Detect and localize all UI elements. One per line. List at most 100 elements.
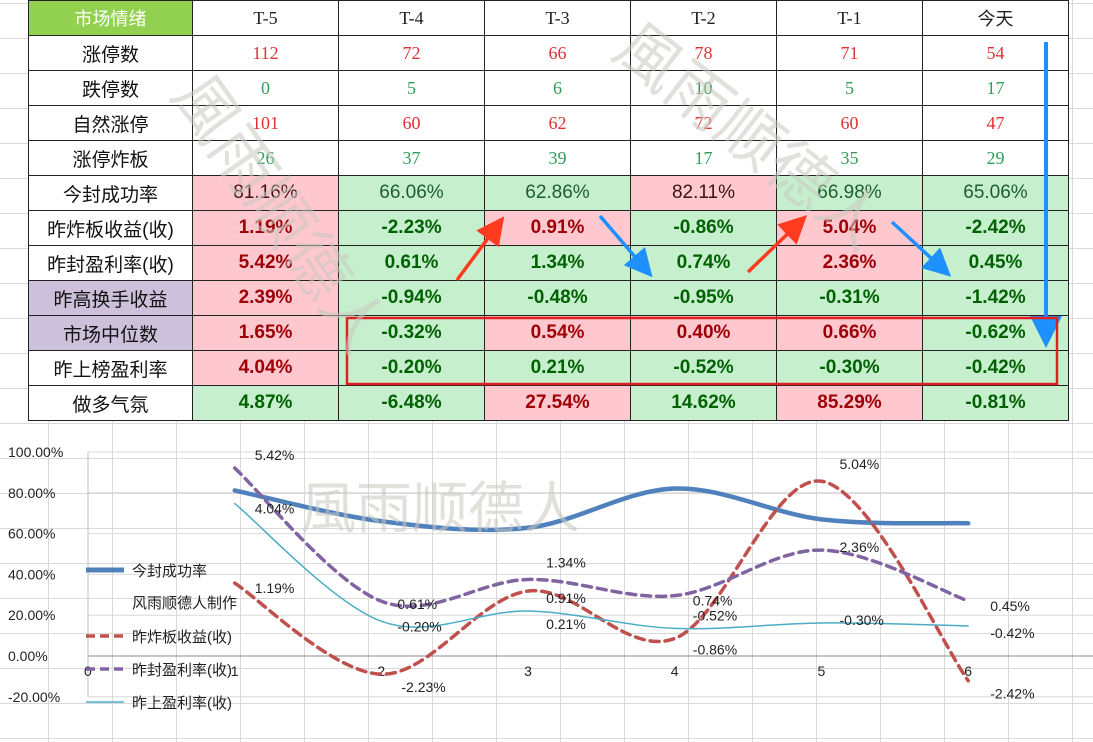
count-row: 涨停炸板 26 37 39 17 35 29 (28, 140, 1069, 176)
count-cell: 17 (922, 70, 1069, 106)
x-tick-label: 1 (231, 663, 239, 679)
pct-cell: 27.54% (484, 385, 631, 421)
chart-watermark: 風雨顺德人 (300, 477, 580, 542)
data-label-2: 0.45% (990, 598, 1030, 614)
row-label: 自然涨停 (28, 105, 193, 141)
series-line-2 (232, 466, 970, 608)
pct-cell: -0.20% (338, 350, 485, 386)
count-cell: 62 (484, 105, 631, 141)
pct-cell: 0.40% (630, 315, 777, 351)
pct-cell: 62.86% (484, 175, 631, 211)
pct-cell: 1.65% (192, 315, 339, 351)
pct-cell: 5.04% (776, 210, 923, 246)
y-tick-label: -20.00% (8, 689, 60, 705)
pct-row: 做多气氛 4.87% -6.48% 27.54% 14.62% 85.29% -0.81% (28, 385, 1069, 421)
y-tick-label: 60.00% (8, 526, 55, 542)
count-cell: 54 (922, 35, 1069, 71)
x-tick-label: 5 (818, 663, 826, 679)
row-label: 昨上榜盈利率 (28, 350, 193, 386)
pct-cell: -2.42% (922, 210, 1069, 246)
pct-cell: 0.21% (484, 350, 631, 386)
data-label-3: 0.21% (546, 616, 586, 632)
count-row: 跌停数 0 5 6 10 5 17 (28, 70, 1069, 106)
count-cell: 29 (922, 140, 1069, 176)
y-tick-label: 0.00% (8, 648, 48, 664)
pct-cell: -0.95% (630, 280, 777, 316)
data-label-2: 2.36% (840, 539, 880, 555)
legend-label-0: 今封成功率 (132, 563, 207, 580)
pct-cell: 0.45% (922, 245, 1069, 281)
row-label: 昨高换手收益 (28, 280, 193, 316)
x-tick-label: 3 (524, 663, 532, 679)
pct-cell: 81.16% (192, 175, 339, 211)
chart-data-labels: 1.19% -2.23% 0.91% -0.86% 5.04% -2.42% 5.42% 0.… (255, 447, 1035, 702)
data-label-1: -0.86% (693, 641, 737, 657)
pct-cell: 65.06% (922, 175, 1069, 211)
row-label: 市场中位数 (28, 315, 193, 351)
count-cell: 60 (776, 105, 923, 141)
pct-cell: 2.39% (192, 280, 339, 316)
day-header-1: T-4 (338, 0, 485, 36)
data-label-3: -0.30% (840, 612, 884, 628)
count-cell: 72 (338, 35, 485, 71)
y-axis-ticks: -20.00% 0.00% 20.00% 40.00% 60.00% 80.00% 100.… (8, 444, 63, 705)
series-line-0 (232, 486, 971, 533)
row-label: 涨停数 (28, 35, 193, 71)
count-cell: 71 (776, 35, 923, 71)
data-label-3: 4.04% (255, 501, 295, 517)
count-cell: 78 (630, 35, 777, 71)
pct-cell: 1.34% (484, 245, 631, 281)
x-tick-label: 2 (377, 663, 385, 679)
data-label-3: -0.52% (693, 607, 737, 623)
pct-cell: 66.98% (776, 175, 923, 211)
data-label-1: 5.04% (840, 456, 880, 472)
legend-note: 风雨顺德人制作 (132, 594, 237, 612)
count-cell: 10 (630, 70, 777, 106)
count-cell: 66 (484, 35, 631, 71)
data-label-1: 1.19% (255, 580, 295, 596)
series-line-1 (232, 479, 970, 683)
count-row: 涨停数 112 72 66 78 71 54 (28, 35, 1069, 71)
pct-cell: 4.87% (192, 385, 339, 421)
count-cell: 39 (484, 140, 631, 176)
data-label-1: 0.91% (546, 590, 586, 606)
pct-cell: 4.04% (192, 350, 339, 386)
legend-label-3: 昨上盈利率(收) (132, 695, 232, 712)
pct-cell: -0.30% (776, 350, 923, 386)
pct-cell: 0.54% (484, 315, 631, 351)
pct-cell: -0.42% (922, 350, 1069, 386)
x-tick-label: 6 (964, 663, 972, 679)
pct-cell: -0.32% (338, 315, 485, 351)
count-row: 自然涨停 101 60 62 72 60 47 (28, 105, 1069, 141)
row-label: 做多气氛 (28, 385, 193, 421)
pct-cell: 2.36% (776, 245, 923, 281)
sentiment-line-chart: -20.00%0.00%20.00%40.00%60.00%80.00%100.… (8, 444, 1093, 712)
row-label: 跌停数 (28, 70, 193, 106)
series-line-3 (233, 502, 969, 630)
day-header-3: T-2 (630, 0, 777, 36)
pct-cell: -0.52% (630, 350, 777, 386)
pct-row: 今封成功率 81.16% 66.06% 62.86% 82.11% 66.98% 65.06… (28, 175, 1069, 211)
pct-cell: 1.19% (192, 210, 339, 246)
pct-cell: -1.42% (922, 280, 1069, 316)
y-tick-label: 20.00% (8, 607, 55, 623)
y-tick-label: 40.00% (8, 566, 55, 582)
count-cell: 0 (192, 70, 339, 106)
pct-cell: 14.62% (630, 385, 777, 421)
count-cell: 26 (192, 140, 339, 176)
day-header-5: 今天 (922, 0, 1069, 36)
count-cell: 112 (192, 35, 339, 71)
pct-cell: -0.94% (338, 280, 485, 316)
chart-series (232, 466, 971, 683)
pct-row: 昨上榜盈利率 4.04% -0.20% 0.21% -0.52% -0.30% -0.42% (28, 350, 1069, 386)
count-cell: 5 (338, 70, 485, 106)
chart-legend: 今封成功率 风雨顺德人制作 昨炸板收益(收) 昨封盈利率(收) 昨上盈利率(收) (86, 563, 237, 712)
data-label-2: 0.61% (397, 596, 437, 612)
data-label-2: 5.42% (255, 447, 295, 463)
pct-cell: -0.31% (776, 280, 923, 316)
pct-row: 昨炸板收益(收) 1.19% -2.23% 0.91% -0.86% 5.04% -2.42… (28, 210, 1069, 246)
data-label-3: -0.42% (990, 625, 1034, 641)
row-label: 今封成功率 (28, 175, 193, 211)
legend-label-2: 昨封盈利率(收) (132, 662, 232, 679)
data-label-1: -2.42% (990, 686, 1034, 702)
